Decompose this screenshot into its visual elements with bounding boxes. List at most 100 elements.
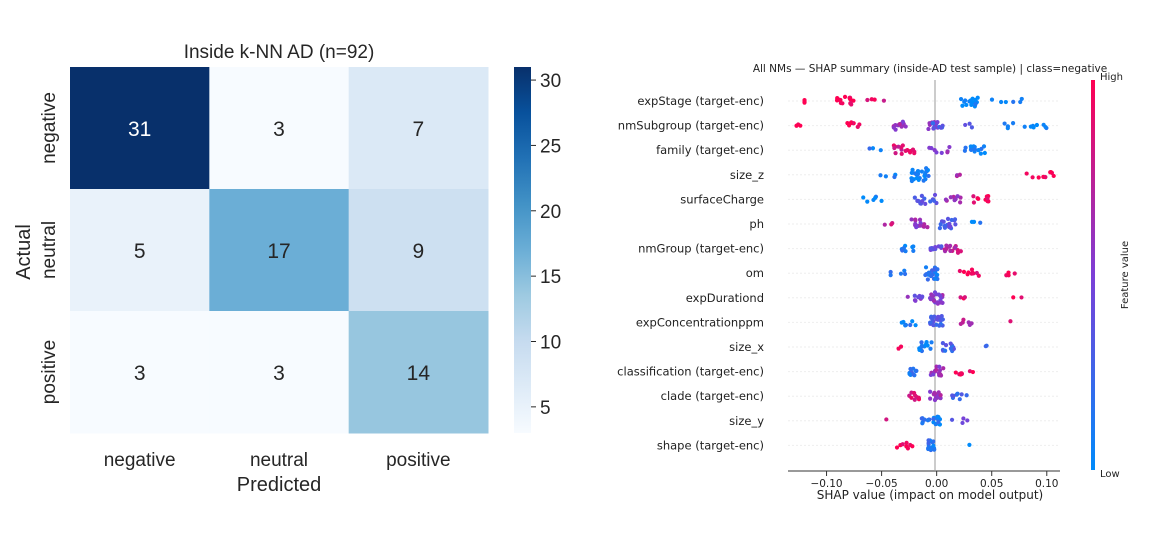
cm-colorbar-tick-label: 15 (540, 267, 561, 288)
shap-point (957, 397, 962, 402)
shap-feature-label: classification (target-enc) (617, 365, 764, 379)
shap-point (1034, 122, 1040, 128)
shap-point (972, 147, 977, 152)
shap-point (915, 172, 920, 177)
shap-point (893, 151, 898, 156)
shap-point (918, 223, 923, 228)
shap-point (924, 340, 929, 345)
cm-colorbar-tick-label: 10 (540, 333, 561, 354)
shap-point (847, 96, 853, 102)
shap-point (901, 246, 906, 251)
shap-feature-label: om (746, 266, 764, 280)
shap-point (912, 195, 917, 200)
shap-point (978, 151, 983, 156)
cm-y-tick-label: neutral (39, 221, 60, 279)
shap-point (937, 364, 942, 369)
shap-point (922, 171, 928, 177)
shap-point (931, 198, 937, 203)
shap-point (969, 147, 974, 153)
shap-point (972, 97, 978, 103)
confusion-matrix-title: Inside k-NN AD (n=92) (184, 42, 375, 63)
shap-point (914, 368, 919, 373)
shap-point (909, 395, 914, 400)
shap-point (955, 391, 960, 396)
confusion-matrix-chart: Inside k-NN AD (n=92) 31 3 7 5 17 9 3 3 14 negat… (13, 42, 561, 496)
shap-point (932, 397, 938, 403)
shap-point (938, 125, 944, 130)
shap-point (969, 321, 974, 326)
shap-point (935, 267, 940, 272)
shap-point (908, 322, 913, 328)
shap-point (940, 317, 945, 322)
shap-point (931, 443, 936, 448)
shap-point (923, 272, 928, 278)
shap-point (848, 120, 853, 126)
cm-cell (209, 67, 350, 190)
shap-point (848, 100, 853, 106)
shap-point (941, 219, 946, 224)
shap-point (953, 245, 958, 250)
shap-point (928, 346, 933, 351)
shap-point (892, 174, 897, 180)
confusion-matrix-panel: Inside k-NN AD (n=92) 31 3 7 5 17 9 3 3 14 negat… (13, 42, 561, 496)
shap-point (1008, 319, 1013, 324)
cm-cell (70, 311, 210, 434)
shap-point (855, 124, 860, 130)
shap-point (882, 222, 887, 227)
shap-point (948, 248, 953, 253)
shap-point (913, 221, 918, 226)
shap-point (927, 145, 932, 150)
cm-y-tick-label: positive (39, 340, 60, 404)
cm-cell-value: 17 (267, 240, 290, 263)
shap-x-axis-label: SHAP value (impact on model output) (817, 488, 1044, 502)
shap-point (982, 150, 987, 156)
shap-point (948, 195, 953, 200)
shap-feature-label: expStage (target-enc) (637, 94, 764, 108)
shap-point (905, 294, 910, 299)
cm-cell (348, 189, 489, 312)
cm-cell (70, 189, 210, 312)
shap-point (957, 268, 962, 274)
shap-x-tick-label: 0.05 (980, 478, 1003, 490)
shap-point (1022, 124, 1027, 129)
shap-point (939, 150, 944, 156)
shap-point (798, 123, 803, 128)
shap-point (902, 268, 907, 273)
shap-point (971, 200, 977, 205)
shap-point (939, 244, 944, 249)
shap-point (1036, 175, 1041, 180)
shap-point (928, 296, 933, 302)
shap-point (910, 147, 916, 152)
shap-point (963, 98, 968, 103)
shap-point (949, 417, 955, 422)
shap-point (953, 222, 958, 227)
shap-point (989, 97, 995, 102)
shap-point (1011, 99, 1016, 104)
shap-point (1005, 124, 1011, 129)
shap-point (985, 196, 990, 201)
shap-point (879, 198, 884, 203)
shap-x-tick-label: 0.10 (1035, 478, 1058, 490)
shap-point (926, 126, 931, 132)
shap-point (910, 444, 915, 449)
shap-feature-label: expConcentrationppm (636, 315, 764, 329)
shap-point (958, 321, 963, 327)
shap-point (867, 146, 872, 151)
cm-x-tick-label: neutral (250, 450, 308, 471)
shap-feature-label: family (target-enc) (656, 143, 764, 157)
shap-point (969, 125, 975, 130)
shap-point (933, 276, 938, 281)
shap-colorbar-high-label: High (1100, 72, 1123, 83)
shap-point (952, 198, 957, 203)
shap-point (931, 323, 936, 328)
shap-point (976, 148, 981, 153)
shap-point (870, 146, 876, 151)
shap-point (861, 195, 866, 200)
shap-point (898, 271, 904, 276)
shap-point (928, 246, 933, 251)
shap-point (896, 144, 901, 149)
shap-point (910, 319, 915, 324)
shap-point (878, 173, 883, 178)
shap-point (926, 173, 931, 179)
shap-feature-label: surfaceCharge (680, 192, 764, 206)
